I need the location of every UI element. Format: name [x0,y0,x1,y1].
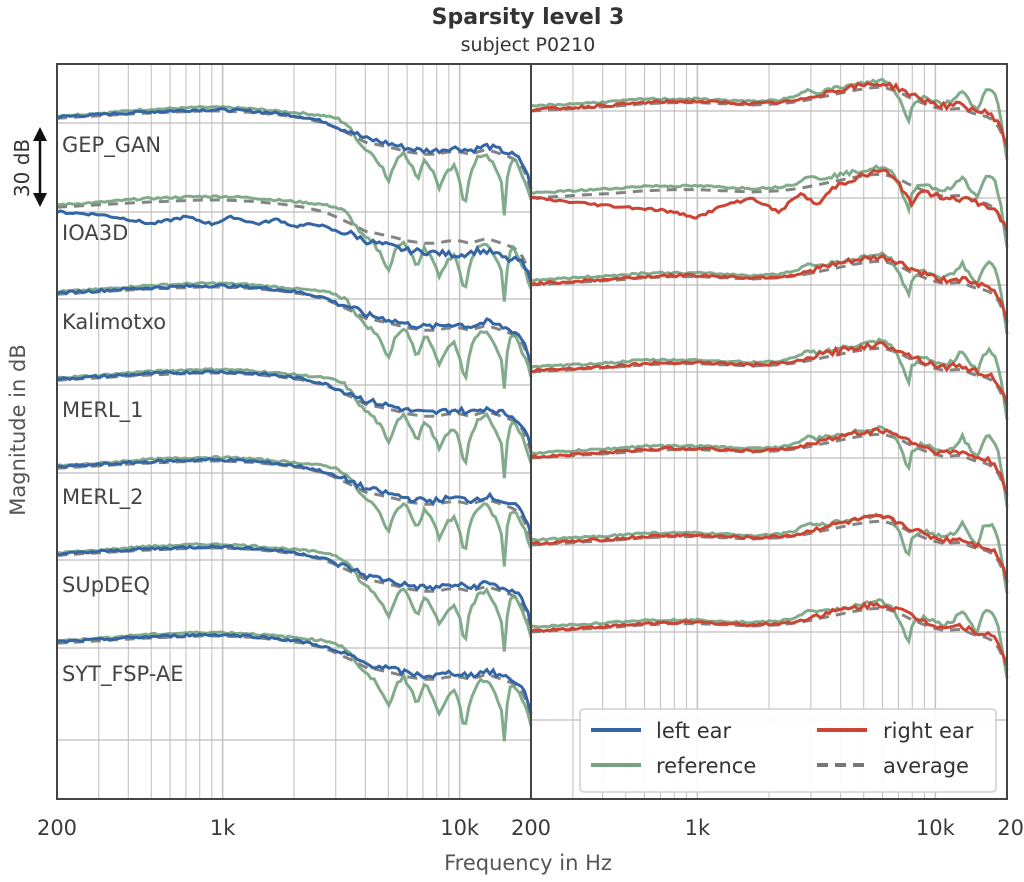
x-tick-labels: 200 1k 10k 200 1k 10k 20 [37,816,1024,840]
legend-label-left-ear: left ear [656,719,731,743]
method-labels: GEP_GAN IOA3D Kalimotxo MERL_1 MERL_2 SUpDEQ S… [62,133,183,687]
x-tick-label: 200 [511,816,551,840]
x-axis-label: Frequency in Hz [444,851,612,875]
right-ear-curve [530,426,1009,495]
left-ear-curve [56,632,533,714]
reference-curve [56,454,533,567]
right-ear-curve [530,168,1009,231]
right-ear-curve [530,340,1009,406]
reference-curve [56,542,533,652]
right-grid [531,64,1007,799]
left-ear-curve [56,283,533,364]
method-label: Kalimotxo [62,310,166,334]
left-ear-curve [56,544,533,626]
average-curve [530,172,1009,237]
scale-bar: 30 dB [10,127,47,207]
right-panel-frame [530,63,1008,800]
right-row-GEP_GAN [530,77,1009,160]
reference-curve [530,337,1009,420]
chart-subtitle: subject P0210 [461,34,596,56]
left-ear-curve [56,209,533,283]
method-label: MERL_1 [62,398,144,423]
left-row-Kalimotxo [56,280,533,389]
scale-label: 30 dB [10,139,34,197]
method-label: SYT_FSP-AE [62,662,183,687]
reference-curve [530,597,1009,679]
x-tick-label: 1k [685,816,711,840]
method-label: IOA3D [62,221,128,245]
left-ear-panel [56,64,533,799]
average-curve [530,85,1009,150]
left-ear-curve [56,107,533,189]
legend: left ear right ear reference average [579,708,997,793]
right-row-MERL_2 [530,424,1009,508]
legend-label-right-ear: right ear [883,719,974,743]
method-label: SUpDEQ [62,573,150,597]
left-row-SYT_FSP-AE [56,630,533,742]
x-tick-label: 10k [440,816,480,840]
right-ear-panel [530,64,1009,799]
reference-curve [56,630,533,742]
right-row-Kalimotxo [530,251,1009,335]
legend-label-average: average [883,754,969,778]
average-curve [530,432,1009,497]
left-grid [57,64,531,799]
reference-curve [530,163,1009,248]
x-tick-label: 200 [37,816,77,840]
x-tick-label: 1k [210,816,236,840]
left-row-IOA3D [56,194,533,302]
method-label: MERL_2 [62,485,144,510]
left-ear-curve [56,457,533,535]
method-label: GEP_GAN [62,133,161,158]
right-ear-curve [530,253,1009,322]
right-row-SUpDEQ [530,512,1009,594]
reference-curve [530,512,1009,594]
right-ear-curve [530,513,1009,583]
x-tick-label: 20 [997,816,1024,840]
chart-title: Sparsity level 3 [432,5,625,30]
left-row-SUpDEQ [56,542,533,652]
left-row-GEP_GAN [56,104,533,216]
right-ear-curve [530,600,1009,667]
right-row-MERL_1 [530,337,1009,420]
left-row-MERL_1 [56,367,533,479]
reference-curve [530,424,1009,508]
right-row-IOA3D [530,163,1009,248]
left-ear-curve [56,369,533,449]
y-axis-label: Magnitude in dB [6,344,30,516]
x-tick-label: 10k [916,816,956,840]
reference-curve [56,367,533,479]
left-row-MERL_2 [56,454,533,567]
legend-box [579,708,997,793]
right-ear-curve [530,81,1009,147]
legend-label-reference: reference [656,754,756,778]
right-row-SYT_FSP-AE [530,597,1009,679]
